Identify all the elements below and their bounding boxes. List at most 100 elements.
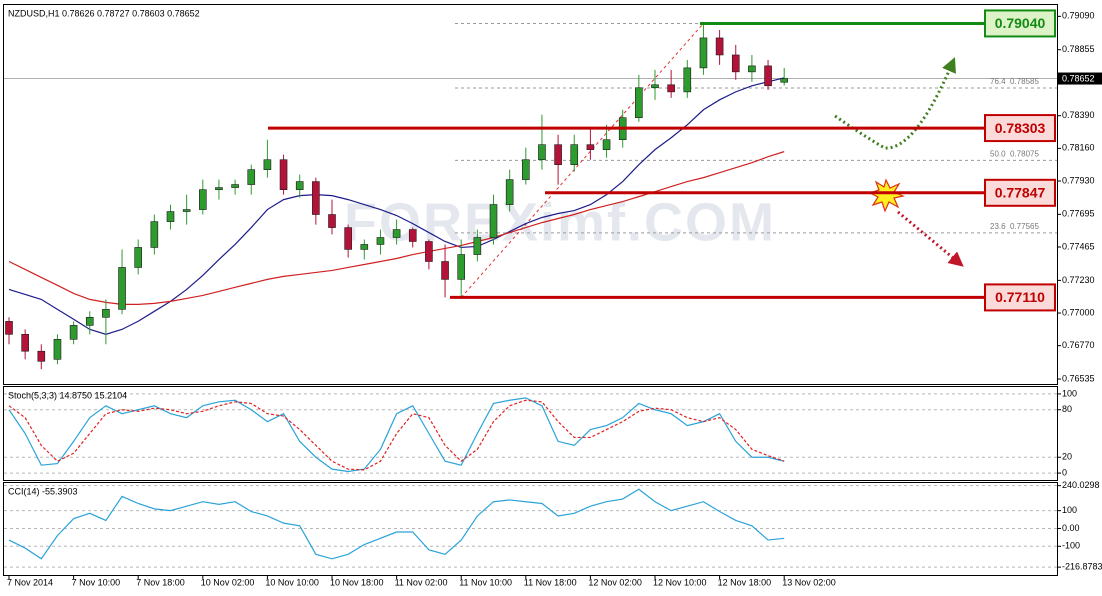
candle-body (150, 221, 159, 248)
y-tick-label: 0.76770 (1062, 340, 1095, 350)
marks-layer (5, 23, 789, 560)
candle-body (376, 237, 385, 245)
level-box (984, 178, 1056, 207)
fib-trendline (460, 23, 704, 298)
candle-body (295, 181, 304, 190)
annotations (834, 57, 964, 267)
candle-body (312, 181, 320, 215)
candle-body (53, 338, 62, 360)
fib-level-price: 0.77565 (1010, 222, 1039, 231)
y-tick-label: 100 (1062, 505, 1077, 515)
x-tick-label: 10 Nov 18:00 (330, 577, 384, 587)
candle-body (247, 169, 256, 185)
candle-body (635, 87, 643, 119)
level-label: 0.77110 (995, 289, 1045, 305)
y-tick-label: 0.76535 (1062, 373, 1095, 383)
panel-title: Stoch(5,3,3) 14.8750 15.2104 (8, 390, 127, 400)
background-layer: FOREXimf.COM 76.4 0.78585 50.0 0.78075 23.6 0.… (4, 15, 1061, 579)
candle-body (748, 65, 756, 73)
level-box (984, 114, 1056, 143)
y-tick-label: -100 (1062, 541, 1080, 551)
x-tick-label: 7 Nov 10:00 (72, 577, 121, 587)
candle-body (554, 144, 562, 165)
y-tick-label: 80 (1062, 404, 1072, 414)
candle-body (699, 37, 708, 69)
candle-body (85, 316, 94, 326)
candle-body (231, 184, 239, 188)
candle-body (570, 144, 579, 165)
y-tick-label: 0 (1062, 467, 1067, 477)
y-tick-label: 0.77930 (1062, 175, 1095, 185)
candle-body (731, 54, 740, 73)
fib-level-percent: 76.4 (990, 77, 1006, 86)
x-tick-label: 11 Nov 02:00 (395, 577, 448, 587)
level-label: 0.77847 (995, 184, 1046, 200)
candle-body (408, 229, 417, 242)
fib-level-percent: 50.0 (990, 150, 1006, 159)
candle-body (683, 67, 692, 93)
x-tick-label: 10 Nov 10:00 (265, 577, 319, 587)
candle-body (360, 244, 369, 250)
watermark: FOREXimf.COM (344, 192, 776, 252)
y-tick-label: 0.77000 (1062, 307, 1095, 317)
x-tick-label: 12 Nov 02:00 (588, 577, 642, 587)
candle-body (489, 204, 498, 238)
level-label: 0.79040 (995, 15, 1046, 31)
y-tick-label: 0.78390 (1062, 110, 1095, 120)
candle-body (441, 261, 449, 280)
candle-body (586, 144, 595, 150)
candle-body (715, 37, 724, 56)
x-tick-label: 11 Nov 10:00 (459, 577, 512, 587)
candle-body (5, 321, 13, 335)
candle-body (102, 309, 110, 318)
y-tick-label: 0.00 (1062, 523, 1080, 533)
x-tick-label: 7 Nov 18:00 (136, 577, 185, 587)
y-tick-label: 0.78855 (1062, 44, 1095, 54)
candle-body (538, 144, 546, 161)
x-tick-label: 10 Nov 02:00 (201, 577, 255, 587)
candle-body (505, 179, 514, 205)
y-tick-label: 0.77465 (1062, 241, 1095, 251)
level-label: 0.78303 (995, 120, 1046, 136)
fib-level-percent: 23.6 (990, 222, 1006, 231)
candle-body (764, 65, 772, 87)
candle-body (780, 78, 789, 83)
candle-body (166, 211, 175, 222)
candle-body (199, 189, 207, 210)
indicator-line (8, 488, 785, 560)
candle-body (279, 159, 288, 190)
candle-body (457, 254, 466, 280)
current-price-label: 0.78652 (1062, 73, 1095, 83)
candle-body (134, 247, 142, 268)
y-tick-label: 0.77695 (1062, 209, 1095, 219)
y-tick-label: -216.8783 (1062, 562, 1102, 572)
level-box (984, 9, 1056, 38)
y-tick-label: 240.0298 (1062, 480, 1100, 490)
y-tick-label: 0.79090 (1062, 11, 1095, 21)
cci-panel (3, 482, 1058, 576)
candle-body (263, 159, 272, 170)
candle-body (37, 350, 46, 362)
candle-body (651, 84, 659, 89)
candle-body (344, 227, 352, 250)
foreground-layer: 0.79090 0.78855 0.78390 0.78160 0.77930 0.776… (7, 8, 1102, 587)
y-tick-label: 0.77230 (1062, 275, 1095, 285)
candle-body (182, 209, 191, 212)
x-tick-label: 11 Nov 18:00 (524, 577, 577, 587)
y-tick-label: 0.78160 (1062, 143, 1095, 153)
breakout-burst (868, 178, 905, 213)
y-tick-label: 100 (1062, 388, 1077, 398)
indicator-line (8, 77, 785, 335)
candle-body (215, 187, 223, 190)
x-tick-label: 13 Nov 02:00 (782, 577, 836, 587)
indicator-line (8, 399, 785, 471)
candle-body (667, 84, 675, 93)
panel-title: CCI(14) -55.3903 (8, 486, 78, 496)
candle-body (21, 334, 29, 352)
candle-body (602, 139, 611, 150)
fib-level-price: 0.78075 (1010, 150, 1039, 159)
x-tick-label: 7 Nov 2014 (7, 577, 53, 587)
candle-body (425, 241, 433, 262)
